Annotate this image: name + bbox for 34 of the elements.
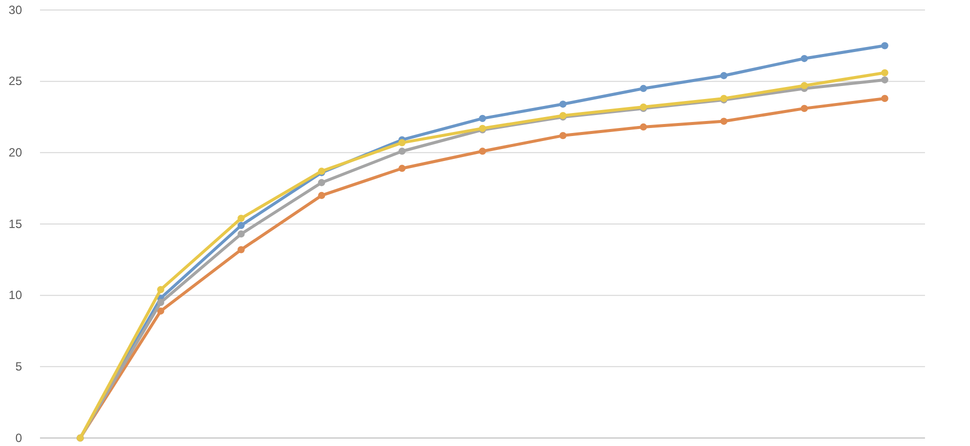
point xyxy=(398,148,406,155)
point xyxy=(881,94,888,102)
point xyxy=(157,286,164,294)
y-tick-label: 20 xyxy=(8,146,22,160)
point xyxy=(640,123,647,131)
y-tick-label: 0 xyxy=(15,430,22,445)
point xyxy=(157,307,164,315)
point xyxy=(881,76,888,84)
point xyxy=(398,164,406,172)
point xyxy=(640,84,647,92)
point xyxy=(800,82,808,90)
point xyxy=(559,132,567,140)
point xyxy=(318,192,326,200)
point xyxy=(238,214,245,222)
point xyxy=(800,104,808,112)
y-tick-label: 30 xyxy=(8,2,22,17)
point xyxy=(720,72,728,80)
point xyxy=(157,298,164,306)
point xyxy=(478,148,486,155)
point xyxy=(800,54,808,62)
y-tick-label: 10 xyxy=(8,288,22,302)
point xyxy=(318,179,326,186)
y-tick-label: 15 xyxy=(8,216,22,231)
point xyxy=(720,118,728,125)
y-tick-label: 25 xyxy=(8,74,22,88)
point xyxy=(238,222,245,229)
point xyxy=(238,230,245,238)
point xyxy=(398,139,406,146)
y-tick-label: 5 xyxy=(15,360,22,374)
point xyxy=(478,114,486,122)
point xyxy=(238,246,245,254)
point xyxy=(559,100,567,108)
point xyxy=(881,69,888,76)
point xyxy=(881,42,888,50)
